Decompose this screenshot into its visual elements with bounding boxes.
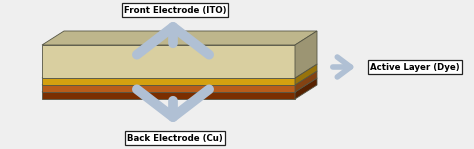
Polygon shape xyxy=(295,78,317,99)
Polygon shape xyxy=(42,31,317,45)
Polygon shape xyxy=(295,71,317,92)
Text: Active Layer (Dye): Active Layer (Dye) xyxy=(370,62,460,72)
Polygon shape xyxy=(295,31,317,78)
Text: Back Electrode (Cu): Back Electrode (Cu) xyxy=(127,134,223,142)
Polygon shape xyxy=(42,71,317,85)
Polygon shape xyxy=(295,64,317,85)
Polygon shape xyxy=(42,85,295,92)
Polygon shape xyxy=(42,45,295,78)
Polygon shape xyxy=(42,78,295,85)
Polygon shape xyxy=(42,92,295,99)
Text: Front Electrode (ITO): Front Electrode (ITO) xyxy=(124,6,226,14)
Polygon shape xyxy=(42,78,317,92)
Polygon shape xyxy=(42,64,317,78)
